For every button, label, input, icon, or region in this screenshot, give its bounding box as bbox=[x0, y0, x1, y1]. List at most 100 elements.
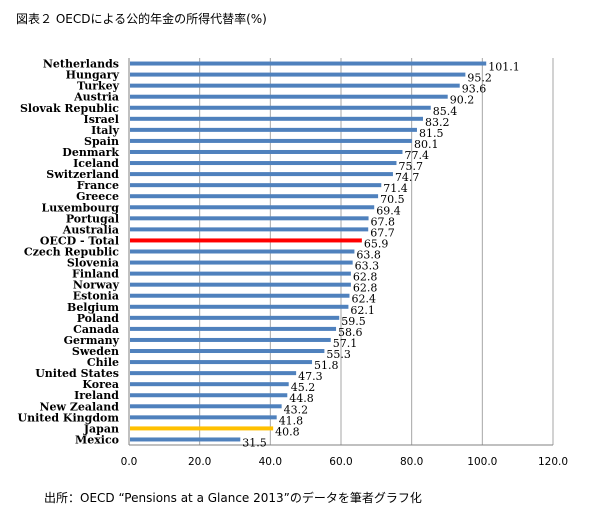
bar bbox=[130, 326, 337, 331]
bar bbox=[130, 72, 466, 77]
category-label: Hungary bbox=[66, 69, 120, 82]
value-label: 65.9 bbox=[364, 237, 389, 250]
bar bbox=[130, 360, 313, 365]
bar bbox=[130, 205, 375, 210]
bar bbox=[130, 172, 393, 177]
category-label: Canada bbox=[73, 323, 119, 336]
bar bbox=[130, 415, 277, 420]
value-label: 93.6 bbox=[462, 83, 487, 96]
bar bbox=[130, 61, 487, 66]
bar bbox=[130, 260, 353, 265]
category-label: Poland bbox=[77, 312, 120, 325]
bar bbox=[130, 227, 369, 232]
value-label: 80.1 bbox=[414, 138, 439, 151]
value-label: 45.2 bbox=[291, 381, 316, 394]
value-label: 41.8 bbox=[279, 414, 304, 427]
bar bbox=[130, 161, 397, 166]
bar bbox=[130, 183, 382, 188]
bar bbox=[130, 393, 288, 398]
category-label: Slovak Republic bbox=[20, 102, 119, 115]
bar bbox=[130, 293, 350, 298]
x-tick-label: 40.0 bbox=[259, 456, 282, 468]
value-label: 51.8 bbox=[314, 359, 339, 372]
category-label: Germany bbox=[64, 334, 120, 347]
bar bbox=[130, 216, 369, 221]
value-label: 77.4 bbox=[404, 149, 429, 162]
bar bbox=[130, 238, 362, 243]
value-label: 81.5 bbox=[419, 127, 444, 140]
category-label: United Kingdom bbox=[18, 411, 120, 424]
value-label: 58.6 bbox=[338, 326, 363, 339]
value-label: 63.8 bbox=[356, 249, 381, 262]
bar bbox=[130, 127, 417, 132]
category-label: Sweden bbox=[72, 345, 119, 358]
value-label: 62.4 bbox=[351, 293, 376, 306]
bar bbox=[130, 249, 355, 254]
category-label: France bbox=[77, 179, 119, 192]
category-label: United States bbox=[35, 367, 119, 380]
category-label: Austria bbox=[73, 91, 119, 104]
bar bbox=[130, 315, 340, 320]
x-tick-label: 60.0 bbox=[329, 456, 352, 468]
value-label: 43.2 bbox=[284, 403, 309, 416]
bar bbox=[130, 149, 403, 154]
bar bbox=[130, 382, 289, 387]
value-label: 57.1 bbox=[333, 337, 358, 350]
chart-title: 図表２ OECDによる公的年金の所得代替率(%) bbox=[16, 12, 267, 26]
value-label: 101.1 bbox=[488, 61, 519, 74]
category-label: Korea bbox=[82, 378, 119, 391]
bar bbox=[130, 349, 325, 354]
bar bbox=[130, 194, 379, 199]
bar bbox=[130, 404, 282, 409]
category-label: OECD - Total bbox=[40, 234, 119, 247]
value-label: 83.2 bbox=[425, 116, 450, 129]
x-tick-label: 100.0 bbox=[467, 456, 497, 468]
category-label: Australia bbox=[62, 223, 119, 236]
x-tick-label: 0.0 bbox=[121, 456, 138, 468]
category-label: Iceland bbox=[73, 157, 119, 170]
category-label: Switzerland bbox=[46, 168, 119, 181]
value-label: 63.3 bbox=[355, 260, 380, 273]
category-label: Czech Republic bbox=[24, 246, 119, 259]
value-label: 70.5 bbox=[380, 193, 405, 206]
bar bbox=[130, 304, 349, 309]
bar bbox=[130, 105, 431, 110]
value-label: 71.4 bbox=[383, 182, 408, 195]
category-label: New Zealand bbox=[39, 400, 119, 413]
category-label: Norway bbox=[73, 279, 120, 292]
category-label: Spain bbox=[84, 135, 119, 148]
value-label: 62.1 bbox=[350, 304, 375, 317]
category-label: Estonia bbox=[73, 290, 119, 303]
bars bbox=[130, 61, 487, 442]
value-label: 62.8 bbox=[353, 271, 378, 284]
category-label: Japan bbox=[83, 422, 119, 435]
value-label: 55.3 bbox=[326, 348, 351, 361]
category-label: Netherlands bbox=[43, 58, 119, 71]
value-label: 47.3 bbox=[298, 370, 323, 383]
category-label: Slovenia bbox=[67, 257, 119, 270]
chart-source: 出所：OECD “Pensions at a Glance 2013”のデータを… bbox=[44, 491, 422, 505]
category-label: Turkey bbox=[77, 80, 120, 93]
category-label: Mexico bbox=[75, 433, 119, 446]
value-label: 67.7 bbox=[370, 226, 395, 239]
value-label: 74.7 bbox=[395, 171, 420, 184]
bar bbox=[130, 371, 297, 376]
category-label: Chile bbox=[87, 356, 119, 369]
bar bbox=[130, 437, 241, 442]
category-label: Finland bbox=[72, 268, 119, 281]
category-label: Italy bbox=[91, 124, 120, 137]
value-label: 85.4 bbox=[433, 105, 458, 118]
category-label: Greece bbox=[76, 190, 119, 203]
category-label: Portugal bbox=[66, 212, 119, 225]
value-label: 90.2 bbox=[450, 94, 475, 107]
category-label: Ireland bbox=[74, 389, 119, 402]
bar bbox=[130, 337, 331, 342]
bar bbox=[130, 282, 351, 287]
value-label: 40.8 bbox=[275, 425, 300, 438]
axes bbox=[128, 58, 553, 446]
value-label: 31.5 bbox=[242, 436, 266, 449]
x-tick-label: 80.0 bbox=[400, 456, 423, 468]
bar bbox=[130, 138, 413, 143]
value-label: 62.8 bbox=[353, 282, 378, 295]
value-label: 44.8 bbox=[289, 392, 314, 405]
